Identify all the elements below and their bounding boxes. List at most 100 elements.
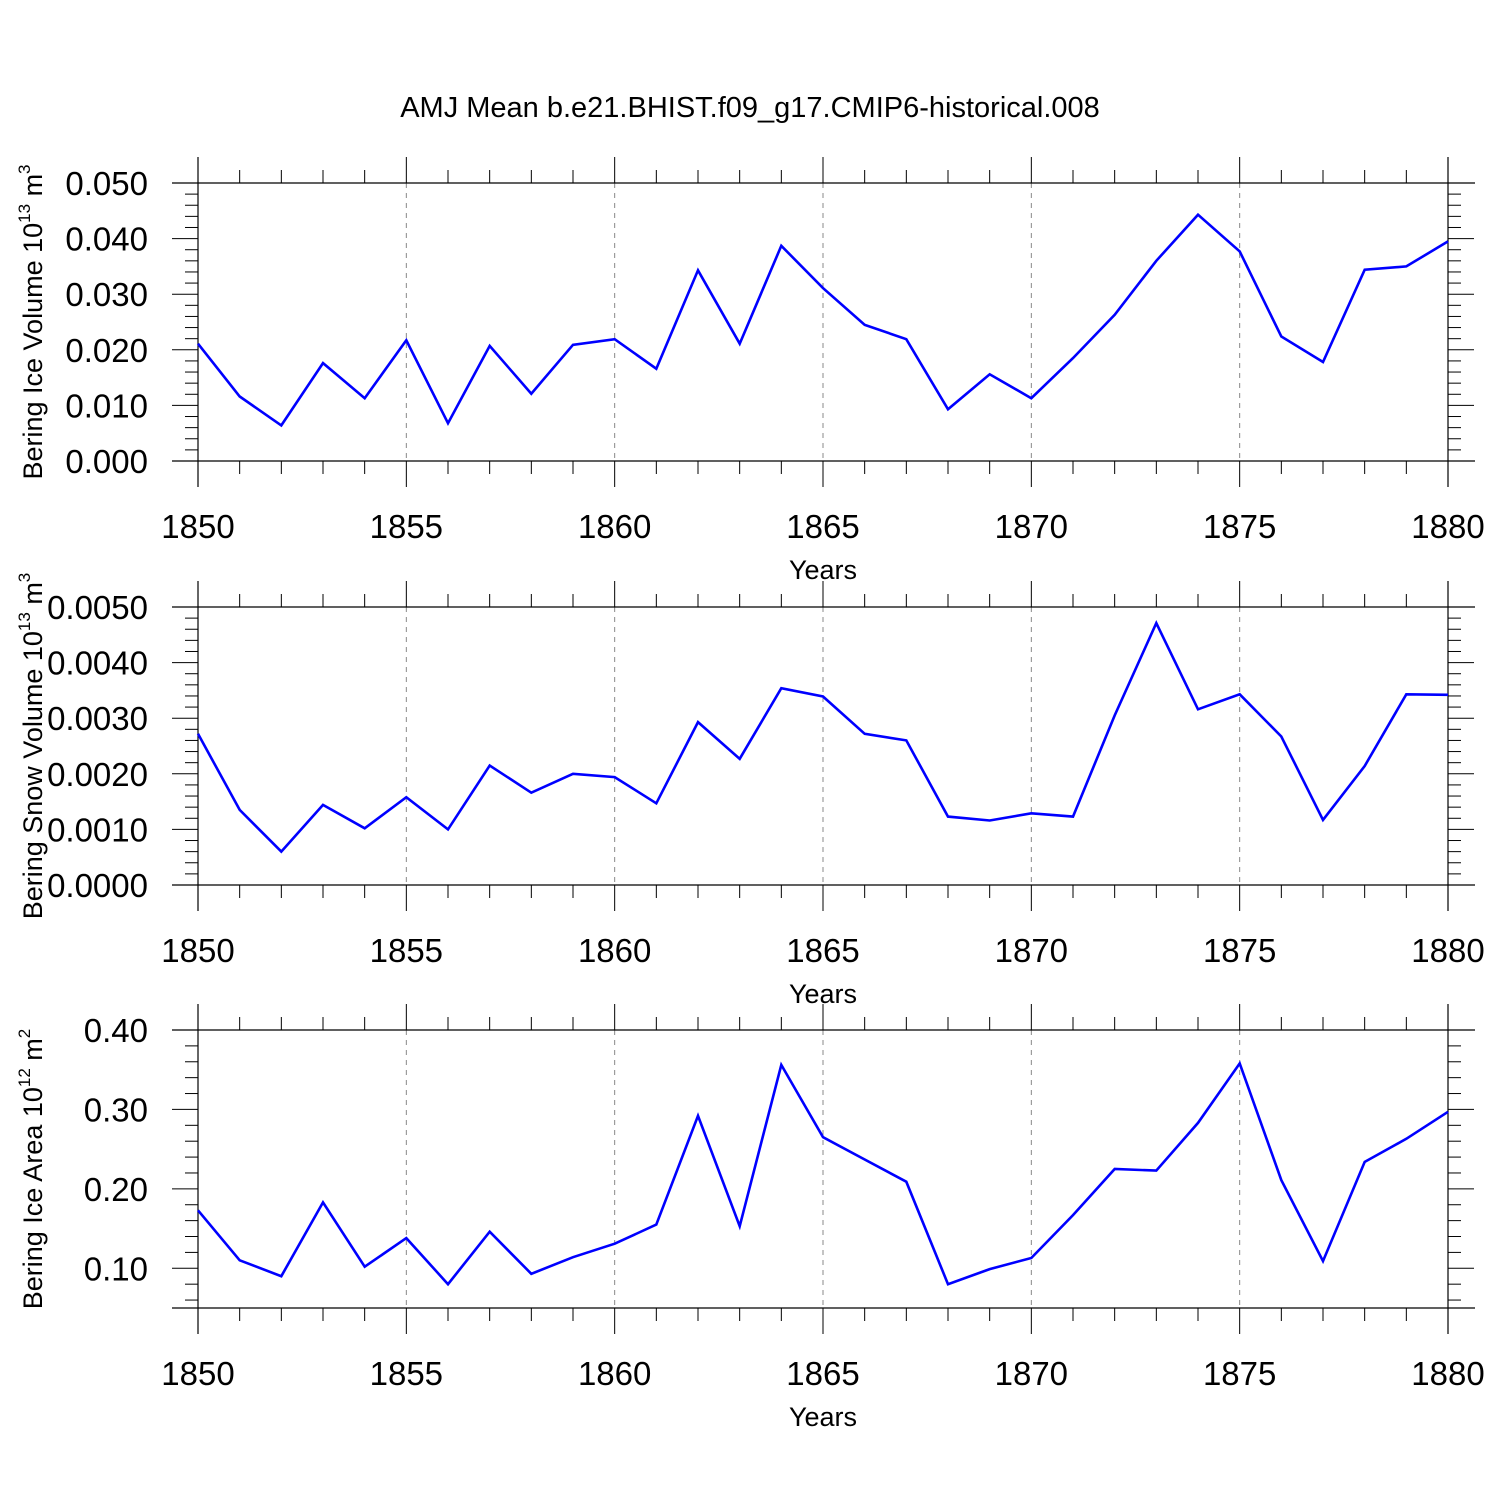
data-point	[1029, 811, 1033, 815]
y-axis-title-exponent: 13	[15, 612, 34, 631]
data-point	[738, 1224, 742, 1228]
data-point	[988, 372, 992, 376]
data-point	[1279, 735, 1283, 739]
x-axis-title: Years	[789, 555, 857, 585]
data-point	[1071, 1213, 1075, 1217]
x-tick-label: 1860	[578, 932, 651, 969]
data-point	[1154, 259, 1158, 263]
data-point	[446, 1282, 450, 1286]
y-tick-label: 0.20	[84, 1171, 148, 1208]
data-point	[1113, 313, 1117, 317]
data-point	[321, 803, 325, 807]
data-point	[571, 772, 575, 776]
y-tick-label: 0.010	[65, 387, 148, 424]
x-tick-label: 1880	[1411, 508, 1484, 545]
data-point	[696, 720, 700, 724]
x-tick-label: 1855	[370, 1355, 443, 1392]
data-point	[446, 421, 450, 425]
x-tick-label: 1870	[995, 932, 1068, 969]
x-tick-label: 1860	[578, 508, 651, 545]
x-tick-label: 1860	[578, 1355, 651, 1392]
series-line	[196, 620, 1449, 854]
y-tick-label: 0.000	[65, 443, 148, 480]
data-point	[738, 342, 742, 346]
y-tick-label: 0.10	[84, 1250, 148, 1287]
data-point	[196, 342, 200, 346]
x-tick-label: 1850	[161, 1355, 234, 1392]
data-point	[1279, 334, 1283, 338]
y-axis-title-unit-exponent: 2	[15, 1029, 34, 1038]
data-point	[488, 763, 492, 767]
data-point	[696, 1114, 700, 1118]
panel-1: 0.000 0.010 0.020 0.030 0.040 0.050 1850 1855 18…	[15, 157, 1485, 585]
y-axis-title: Bering Snow Volume 1013 m3	[15, 573, 48, 920]
data-point	[321, 361, 325, 365]
data-point	[654, 367, 658, 371]
data-point	[1154, 621, 1158, 625]
data-point	[946, 815, 950, 819]
panel-3: 0.10 0.20 0.30 0.40 1850 1855 1860 1865 1870 1875…	[15, 1004, 1485, 1432]
y-axis-title-unit-exponent: 3	[15, 573, 34, 582]
data-point	[529, 392, 533, 396]
data-point	[946, 407, 950, 411]
data-point	[279, 423, 283, 427]
x-tick-label: 1880	[1411, 932, 1484, 969]
data-point	[1321, 360, 1325, 364]
data-point	[904, 1180, 908, 1184]
data-point	[446, 827, 450, 831]
data-point	[863, 323, 867, 327]
y-tick-label: 0.0040	[47, 645, 148, 682]
y-tick-label: 0.0030	[47, 700, 148, 737]
data-point	[1029, 1256, 1033, 1260]
y-axis-title-text: Bering Ice Area 10	[18, 1087, 48, 1309]
data-point	[1321, 818, 1325, 822]
x-tick-label: 1865	[786, 932, 859, 969]
data-point	[1363, 268, 1367, 272]
x-tick-label: 1855	[370, 508, 443, 545]
data-point	[1446, 239, 1450, 243]
data-point	[488, 1230, 492, 1234]
y-axis-title-exponent: 13	[15, 204, 34, 223]
data-point	[946, 1282, 950, 1286]
data-point	[821, 286, 825, 290]
data-point	[738, 757, 742, 761]
data-point	[821, 695, 825, 699]
data-point	[863, 732, 867, 736]
y-tick-label: 0.40	[84, 1012, 148, 1049]
data-point	[238, 808, 242, 812]
data-point	[1196, 1121, 1200, 1125]
y-axis-title: Bering Ice Volume 1013 m3	[15, 164, 48, 479]
data-point	[988, 819, 992, 823]
data-point	[779, 686, 783, 690]
x-axis-title: Years	[789, 1402, 857, 1432]
series-line	[197, 1060, 1449, 1287]
y-axis-title-unit: m	[18, 174, 48, 204]
x-tick-label: 1850	[161, 932, 234, 969]
data-point	[571, 1255, 575, 1259]
data-point	[404, 338, 408, 342]
x-tick-label: 1855	[370, 932, 443, 969]
y-tick-label: 0.020	[65, 332, 148, 369]
data-point	[613, 1242, 617, 1246]
data-point	[196, 732, 200, 736]
data-point	[1238, 1061, 1242, 1065]
y-tick-label: 0.0050	[47, 589, 148, 626]
data-point	[1029, 396, 1033, 400]
data-point	[1446, 1110, 1450, 1114]
x-tick-label: 1870	[995, 1355, 1068, 1392]
data-point	[613, 337, 617, 341]
data-point	[1279, 1178, 1283, 1182]
data-point	[529, 1272, 533, 1276]
x-tick-label: 1875	[1203, 1355, 1276, 1392]
x-tick-label: 1865	[786, 508, 859, 545]
y-tick-label: 0.0020	[47, 756, 148, 793]
data-point	[1238, 692, 1242, 696]
y-tick-label: 0.0010	[47, 811, 148, 848]
data-point	[279, 850, 283, 854]
data-point	[1321, 1259, 1325, 1263]
x-tick-label: 1875	[1203, 508, 1276, 545]
data-point	[1071, 815, 1075, 819]
chart-title: AMJ Mean b.e21.BHIST.f09_g17.CMIP6-histo…	[400, 92, 1100, 124]
y-tick-label: 0.050	[65, 165, 148, 202]
data-point	[363, 826, 367, 830]
